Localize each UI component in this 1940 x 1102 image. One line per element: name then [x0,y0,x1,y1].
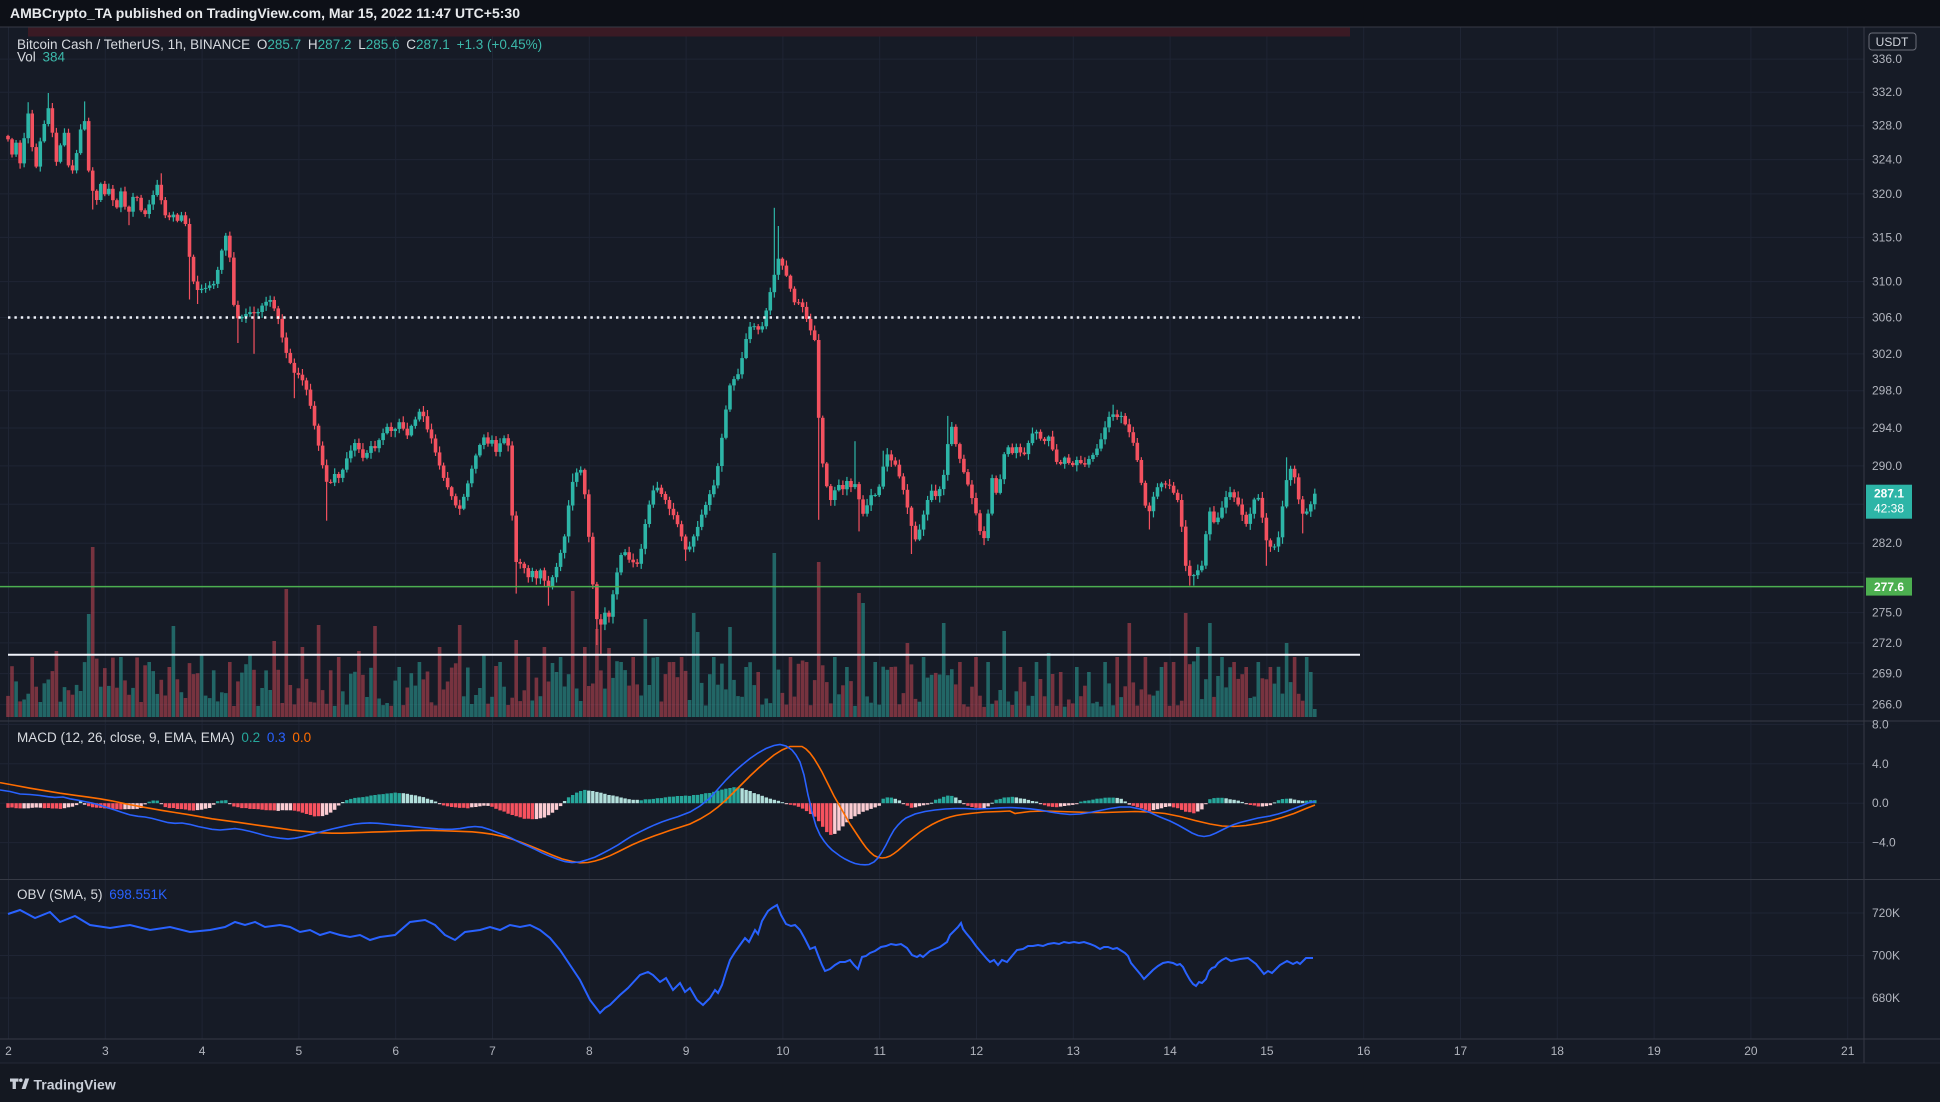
svg-text:USDT: USDT [1876,35,1909,49]
svg-text:AMBCrypto_TA published on Trad: AMBCrypto_TA published on TradingView.co… [10,5,520,21]
svg-text:294.0: 294.0 [1872,421,1902,435]
svg-text:13: 13 [1067,1044,1081,1058]
svg-text:15: 15 [1260,1044,1274,1058]
svg-text:0.0: 0.0 [1872,796,1889,810]
svg-text:315.0: 315.0 [1872,230,1902,244]
svg-text:298.0: 298.0 [1872,384,1902,398]
svg-text:42:38: 42:38 [1874,502,1904,516]
svg-text:Vol 384: Vol 384 [17,50,66,65]
svg-text:10: 10 [776,1044,790,1058]
svg-text:269.0: 269.0 [1872,667,1902,681]
svg-text:302.0: 302.0 [1872,347,1902,361]
svg-text:680K: 680K [1872,991,1900,1005]
svg-text:11: 11 [873,1044,886,1058]
svg-text:6: 6 [392,1044,399,1058]
svg-text:336.0: 336.0 [1872,52,1902,66]
svg-text:324.0: 324.0 [1872,153,1902,167]
svg-text:290.0: 290.0 [1872,459,1902,473]
svg-text:700K: 700K [1872,949,1900,963]
svg-text:277.6: 277.6 [1874,580,1904,594]
svg-text:282.0: 282.0 [1872,536,1902,550]
svg-text:310.0: 310.0 [1872,275,1902,289]
svg-text:332.0: 332.0 [1872,85,1902,99]
svg-text:328.0: 328.0 [1872,119,1902,133]
svg-text:275.0: 275.0 [1872,606,1902,620]
svg-text:4: 4 [199,1044,206,1058]
svg-text:14: 14 [1163,1044,1177,1058]
svg-text:8: 8 [586,1044,593,1058]
svg-text:12: 12 [970,1044,984,1058]
svg-text:4.0: 4.0 [1872,757,1889,771]
svg-text:5: 5 [296,1044,303,1058]
svg-text:7: 7 [489,1044,496,1058]
svg-text:19: 19 [1647,1044,1661,1058]
svg-text:306.0: 306.0 [1872,311,1902,325]
svg-text:OBV (SMA, 5) 698.551K: OBV (SMA, 5) 698.551K [17,887,167,902]
svg-text:320.0: 320.0 [1872,187,1902,201]
svg-text:21: 21 [1841,1044,1855,1058]
svg-text:TradingView: TradingView [34,1077,116,1093]
svg-text:9: 9 [683,1044,690,1058]
svg-text:17: 17 [1454,1044,1468,1058]
svg-text:287.1: 287.1 [1874,487,1904,501]
svg-text:16: 16 [1357,1044,1371,1058]
svg-text:−4.0: −4.0 [1872,836,1896,850]
svg-text:Bitcoin Cash / TetherUS, 1h, B: Bitcoin Cash / TetherUS, 1h, BINANCE O28… [17,37,542,52]
svg-text:2: 2 [5,1044,12,1058]
svg-text:8.0: 8.0 [1872,717,1889,731]
svg-text:266.0: 266.0 [1872,698,1902,712]
svg-text:18: 18 [1551,1044,1565,1058]
svg-text:20: 20 [1744,1044,1758,1058]
svg-text:720K: 720K [1872,906,1900,920]
svg-text:MACD (12, 26, close, 9, EMA, E: MACD (12, 26, close, 9, EMA, EMA) 0.2 0.… [17,730,311,745]
svg-text:272.0: 272.0 [1872,636,1902,650]
svg-text:3: 3 [102,1044,109,1058]
